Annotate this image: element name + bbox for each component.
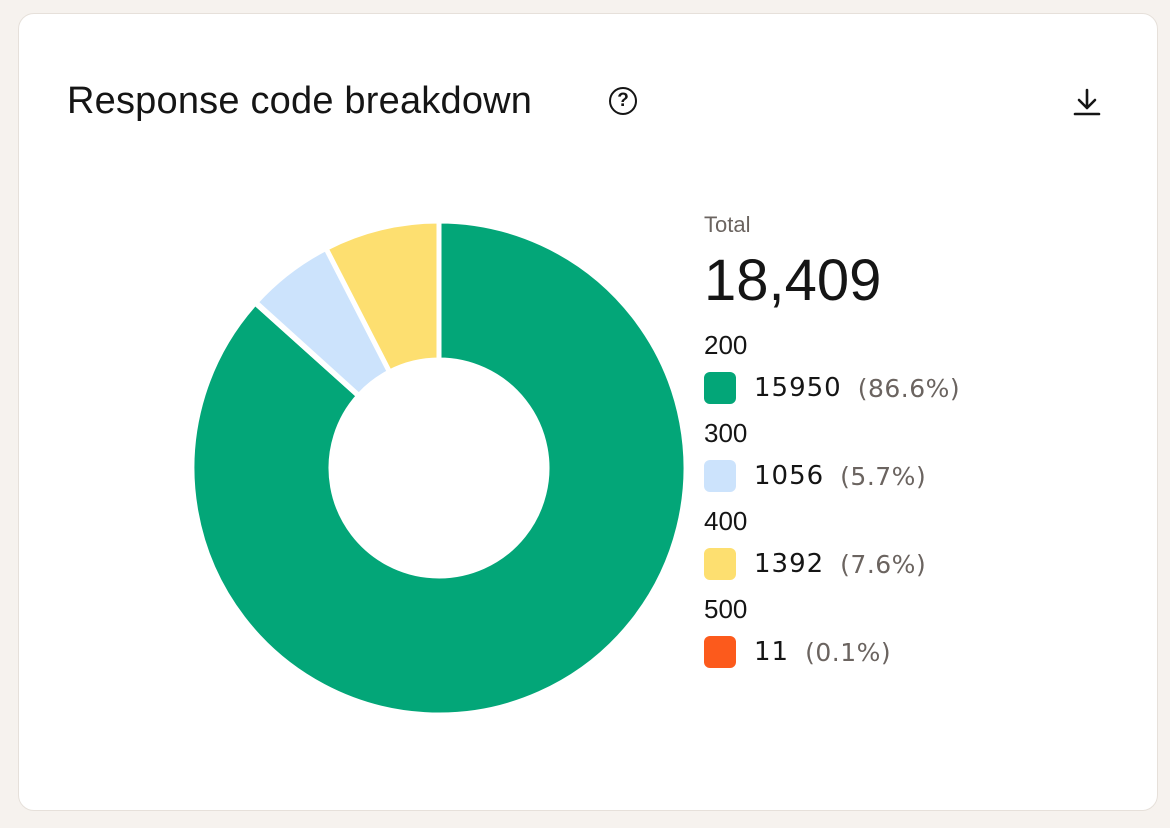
card-title: Response code breakdown xyxy=(67,80,533,122)
legend-percent: (86.6%) xyxy=(857,373,961,403)
legend-swatch xyxy=(704,636,736,668)
total-value: 18,409 xyxy=(704,248,882,313)
legend-item-500[interactable]: 500 11 (0.1%) xyxy=(704,594,960,668)
download-icon[interactable] xyxy=(1069,84,1105,120)
legend-swatch xyxy=(704,548,736,580)
legend-code: 300 xyxy=(704,418,748,448)
legend-swatch xyxy=(704,372,736,404)
legend-percent: (5.7%) xyxy=(840,461,927,491)
legend-percent: (0.1%) xyxy=(805,637,892,667)
legend-code: 400 xyxy=(704,506,748,536)
legend-swatch xyxy=(704,460,736,492)
question-circle-icon[interactable]: ? xyxy=(609,87,637,115)
legend-count: 1392 xyxy=(754,549,825,579)
legend-code: 500 xyxy=(704,594,748,624)
legend-count: 1056 xyxy=(754,461,825,491)
legend: Total 18,409 200 15950 (86.6%) 300 1056 (… xyxy=(704,198,960,668)
legend-count: 15950 xyxy=(754,373,842,403)
legend-percent: (7.6%) xyxy=(840,549,927,579)
legend-item-200[interactable]: 200 15950 (86.6%) xyxy=(704,330,960,404)
slice-400[interactable] xyxy=(322,218,442,376)
total-label: Total xyxy=(704,212,751,237)
legend-item-400[interactable]: 400 1392 (7.6%) xyxy=(704,506,960,580)
legend-item-300[interactable]: 300 1056 (5.7%) xyxy=(704,418,960,492)
legend-code: 200 xyxy=(704,330,748,360)
legend-count: 11 xyxy=(754,637,790,667)
slice-200[interactable] xyxy=(189,218,689,718)
